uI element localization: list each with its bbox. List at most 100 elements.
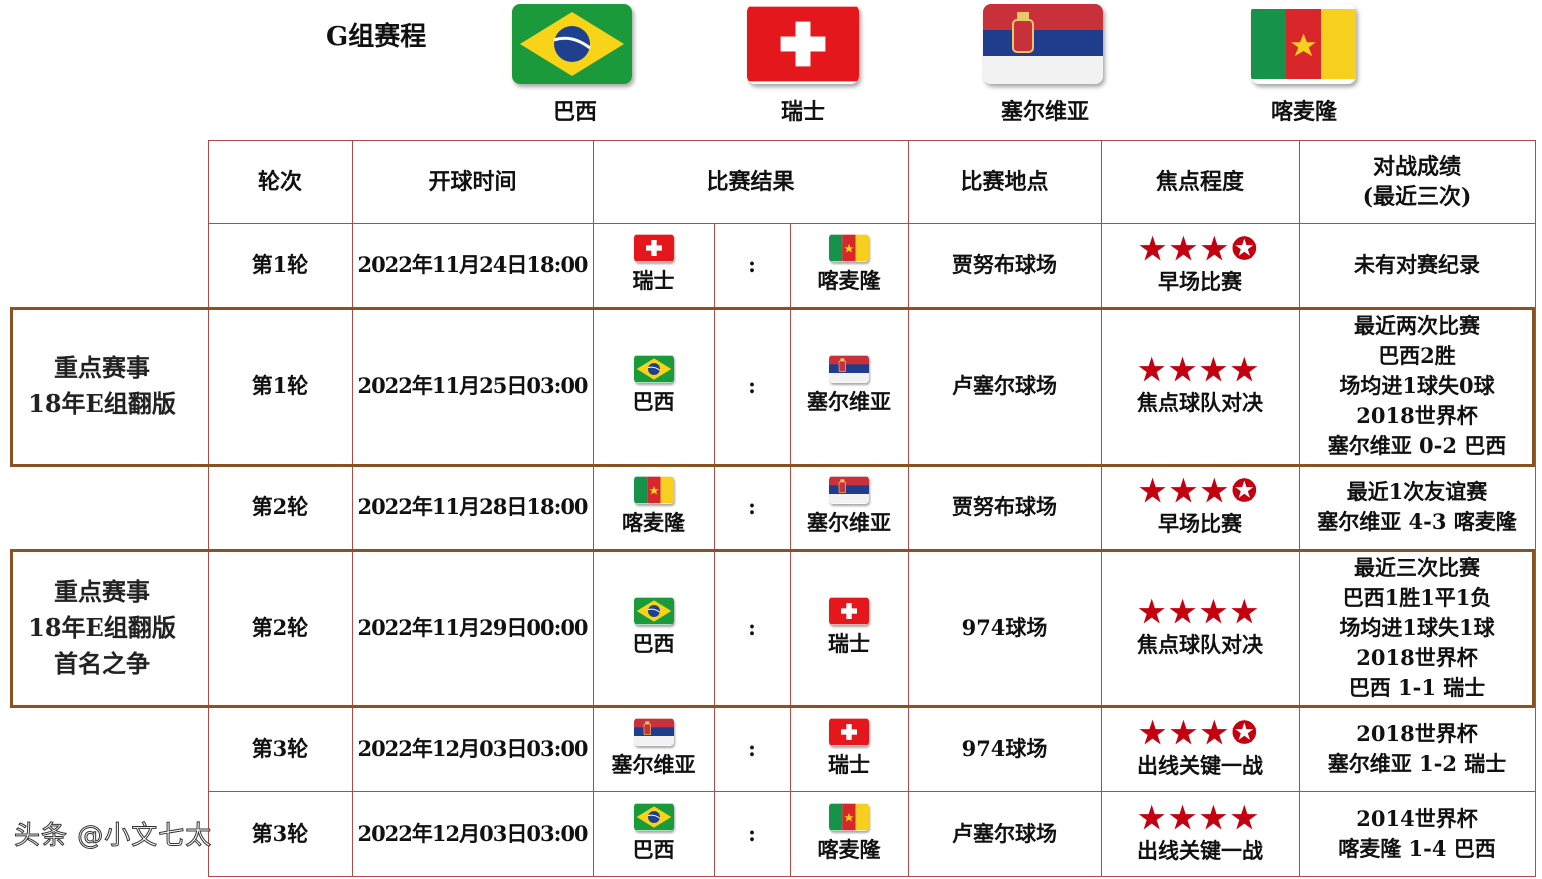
record-cell: 未有对赛纪录 [1299,223,1536,308]
focus-rating: ★★★✪ [1139,233,1261,267]
away-team-name: 瑞士 [828,630,870,656]
star-outline-icon: ✪ [1231,474,1261,509]
watermark: 头条 @小文七太 [13,821,213,852]
focus-cell: ★★★★ 焦点球队对决 [1101,549,1300,707]
record-line: 场均进1球失0球 [1339,373,1495,398]
focus-label: 出线关键一战 [1137,837,1263,863]
star-filled-icon: ★ [1139,474,1170,509]
record-line: 最近两次比赛 [1354,313,1480,338]
colon: : [748,820,756,846]
header-result: 比赛结果 [593,140,909,224]
team-name: 瑞士 [780,99,825,125]
record-line: 最近1次友谊赛 [1346,479,1488,504]
star-filled-icon: ★ [1138,353,1170,388]
record-line: 塞尔维亚 4-3 喀麦隆 [1317,509,1517,534]
away-team-name: 塞尔维亚 [807,510,891,535]
focus-cell: ★★★✪ 早场比赛 [1101,223,1300,308]
header-label: 焦点程度 [1155,168,1244,195]
header-label: 对战成绩 [1372,153,1461,180]
focus-rating: ★★★✪ [1139,715,1261,751]
star-filled-icon: ★ [1230,594,1262,630]
time-cell: 2022年11月25日03:00 [352,307,594,466]
colon: : [748,614,756,640]
switzerland-flag-icon [747,4,859,84]
header-label: 比赛地点 [960,168,1049,195]
away-team-cell: 喀麦隆 [790,791,909,877]
venue: 贾努布球场 [952,252,1057,277]
round-label: 第2轮 [251,494,309,519]
brazil-flag-icon [633,597,674,625]
record-line: 巴西1胜1平1负 [1342,584,1492,610]
brazil-flag-icon [633,355,674,383]
star-outline-icon: ✪ [1231,232,1261,267]
score-separator: : [714,465,791,550]
away-team-name: 喀麦隆 [817,268,881,293]
star-filled-icon: ★ [1200,232,1232,267]
header-record: 对战成绩 (最近三次) [1299,140,1536,224]
highlight-label-line: 18年E组翻版 [28,389,176,418]
star-filled-icon: ★ [1169,232,1201,267]
kickoff-time: 2022年11月25日03:00 [357,373,588,398]
focus-rating: ★★★★ [1138,594,1262,630]
round-label: 第3轮 [251,820,309,846]
record-line: 2014世界杯 [1356,805,1478,831]
team-name: 喀麦隆 [1270,99,1337,125]
focus-label: 早场比赛 [1158,269,1242,294]
round-cell: 第3轮 [208,706,353,792]
star-filled-icon: ★ [1200,474,1232,509]
star-filled-icon: ★ [1200,800,1231,836]
star-filled-icon: ★ [1138,594,1170,630]
venue-cell: 贾努布球场 [908,223,1102,308]
brazil-flag-icon [512,4,632,84]
serbia-flag-icon [829,355,869,383]
venue: 卢塞尔球场 [952,373,1057,398]
header-venue: 比赛地点 [908,140,1102,224]
star-filled-icon: ★ [1169,474,1201,509]
record-line: 未有对赛纪录 [1354,252,1480,277]
focus-cell: ★★★✪ 出线关键一战 [1101,706,1300,792]
home-team-name: 巴西 [632,630,675,656]
star-outline-icon: ✪ [1231,715,1261,751]
away-team-name: 喀麦隆 [817,836,881,862]
serbia-flag-icon [983,4,1103,84]
colon: : [748,373,756,398]
score-separator: : [714,223,791,308]
home-team-cell: 巴西 [593,549,715,707]
star-filled-icon: ★ [1169,800,1200,836]
home-team-name: 塞尔维亚 [611,751,696,777]
kickoff-time: 2022年11月24日18:00 [357,252,588,277]
away-team-cell: 塞尔维亚 [790,465,909,550]
kickoff-time: 2022年12月03日03:00 [357,735,588,761]
highlight-label-line: 重点赛事 [54,576,150,606]
venue-cell: 卢塞尔球场 [908,791,1102,877]
record-line: 喀麦隆 1-4 巴西 [1338,835,1496,861]
colon: : [748,252,756,277]
venue-cell: 974球场 [908,706,1102,792]
focus-cell: ★★★★ 焦点球队对决 [1101,307,1300,466]
focus-label: 出线关键一战 [1137,752,1263,778]
header-label: 轮次 [257,168,302,195]
focus-cell: ★★★✪ 早场比赛 [1101,465,1300,550]
header-time: 开球时间 [352,140,594,224]
record-line: 2018世界杯 [1356,403,1478,428]
star-filled-icon: ★ [1169,715,1201,751]
header-label: (最近三次) [1362,183,1472,210]
venue: 974球场 [961,735,1048,761]
home-team-cell: 瑞士 [593,223,715,308]
highlight-label-line: 首名之争 [54,648,150,678]
record-line: 场均进1球失1球 [1339,614,1495,640]
away-team-name: 瑞士 [828,751,870,777]
venue: 贾努布球场 [952,494,1057,519]
home-team-cell: 巴西 [593,307,715,466]
star-filled-icon: ★ [1138,800,1170,836]
score-separator: : [714,791,791,877]
venue: 卢塞尔球场 [952,820,1057,846]
venue-cell: 卢塞尔球场 [908,307,1102,466]
kickoff-time: 2022年12月03日03:00 [357,820,588,846]
colon: : [748,735,756,761]
round-label: 第1轮 [251,373,309,398]
table-grid [208,140,1536,877]
star-filled-icon: ★ [1169,594,1200,630]
star-filled-icon: ★ [1139,715,1170,751]
home-team-name: 喀麦隆 [622,510,685,535]
